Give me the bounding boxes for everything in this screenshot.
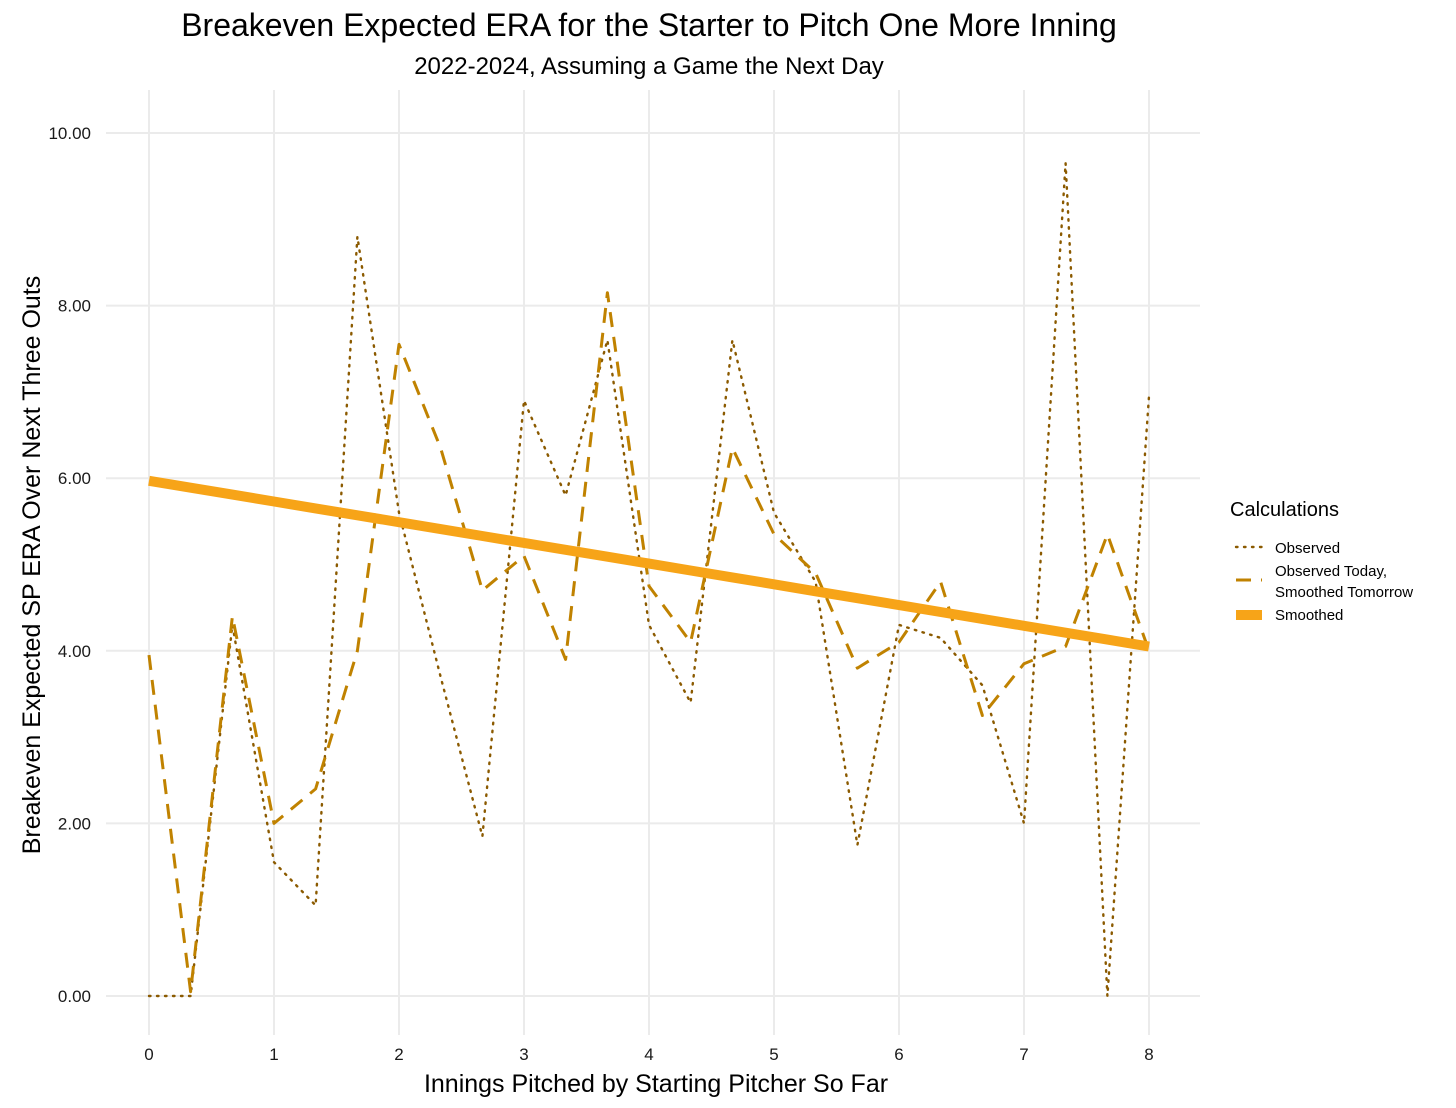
x-tick-label: 4 [644, 1045, 653, 1064]
series-line-2 [147, 291, 1151, 994]
chart-subtitle: 2022-2024, Assuming a Game the Next Day [414, 53, 884, 80]
x-tick-label: 8 [1144, 1045, 1153, 1064]
data-series [147, 161, 1151, 998]
chart-title: Breakeven Expected ERA for the Starter t… [181, 7, 1117, 43]
x-tick-label: 5 [769, 1045, 778, 1064]
x-tick-label: 2 [394, 1045, 403, 1064]
series-line-3 [148, 475, 1150, 652]
x-tick-label: 0 [144, 1045, 153, 1064]
series-line-1 [147, 161, 1151, 998]
x-tick-label: 6 [894, 1045, 903, 1064]
x-tick-label: 1 [269, 1045, 278, 1064]
x-tick-label: 7 [1019, 1045, 1028, 1064]
y-tick-label: 4.00 [58, 642, 91, 661]
y-tick-label: 10.00 [48, 124, 91, 143]
legend-label: Observed [1275, 540, 1340, 557]
y-tick-label: 6.00 [58, 469, 91, 488]
legend: Calculations Observed Observed Today, Smoo… [1230, 499, 1413, 624]
x-tick-label: 3 [519, 1045, 528, 1064]
legend-label: Smoothed Tomorrow [1275, 584, 1413, 601]
y-axis-title: Breakeven Expected SP ERA Over Next Thre… [18, 276, 46, 855]
y-tick-label: 0.00 [58, 987, 91, 1006]
legend-title: Calculations [1230, 499, 1339, 521]
legend-label: Observed Today, [1275, 563, 1387, 580]
x-tick-labels: 0 1 2 3 4 5 6 7 8 [144, 1045, 1153, 1064]
x-axis-title: Innings Pitched by Starting Pitcher So F… [424, 1070, 888, 1098]
y-tick-label: 2.00 [58, 814, 91, 833]
y-tick-label: 8.00 [58, 297, 91, 316]
y-tick-labels: 0.00 2.00 4.00 6.00 8.00 10.00 [48, 124, 91, 1006]
legend-label: Smoothed [1275, 607, 1343, 624]
